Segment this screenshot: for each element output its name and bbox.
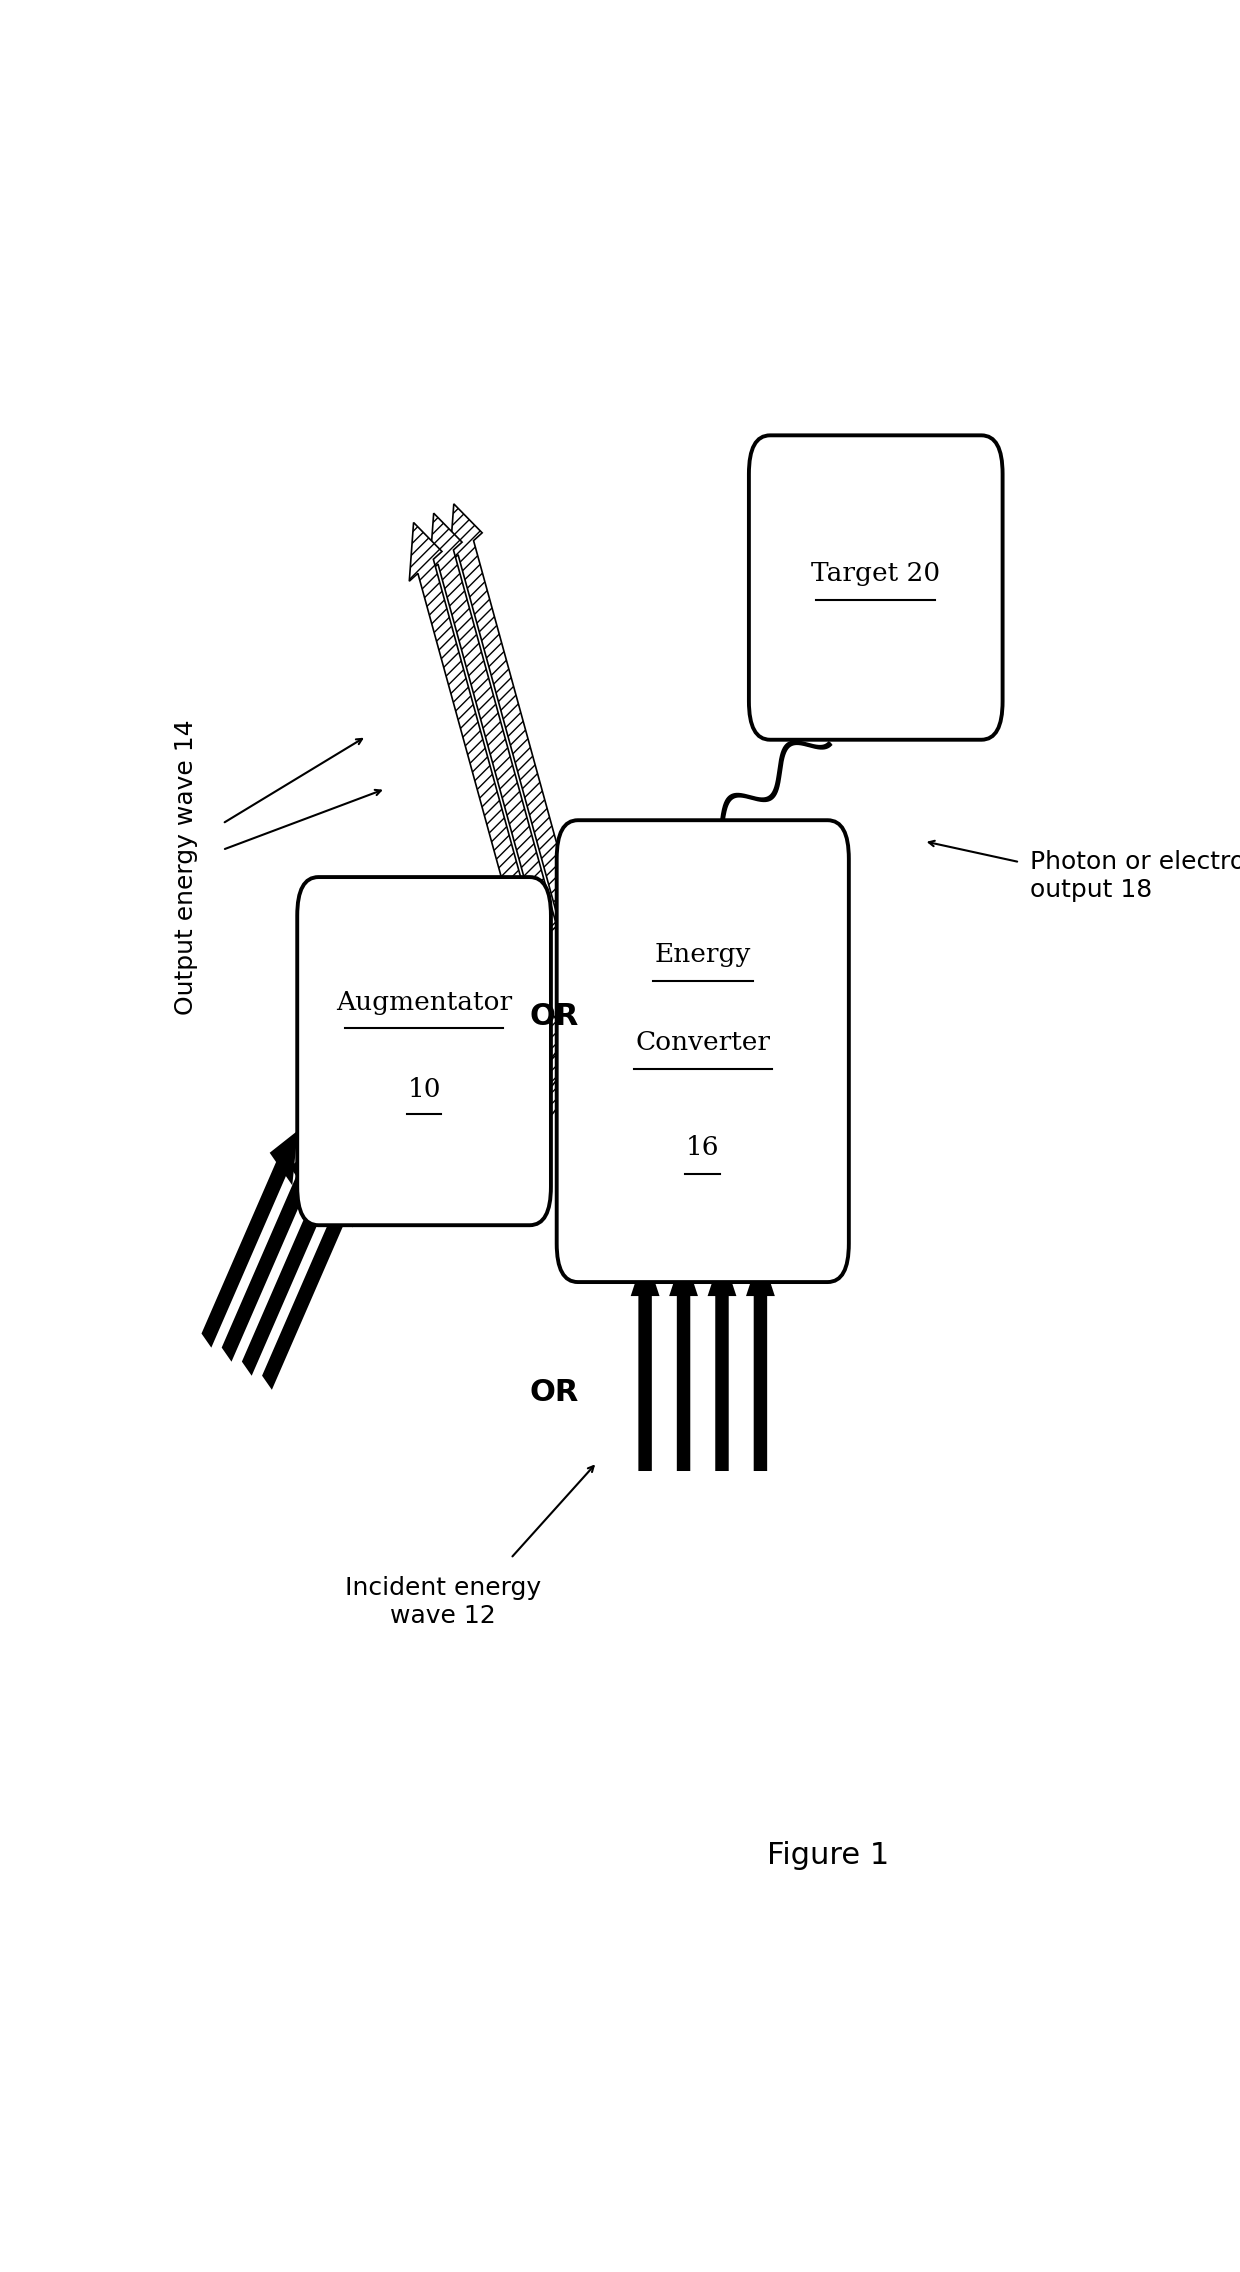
FancyArrow shape [708,1252,737,1470]
Text: Energy: Energy [655,943,751,968]
FancyArrow shape [222,1145,317,1361]
FancyArrow shape [631,1252,660,1470]
FancyArrow shape [534,1027,573,1093]
Text: OR: OR [529,1002,579,1031]
FancyBboxPatch shape [557,820,849,1281]
Text: Incident energy
wave 12: Incident energy wave 12 [345,1577,542,1629]
FancyBboxPatch shape [298,877,551,1225]
FancyArrow shape [242,1159,339,1377]
FancyArrow shape [449,504,577,932]
FancyArrow shape [429,513,557,941]
Text: Output energy wave 14: Output energy wave 14 [174,720,197,1016]
Text: Augmentator: Augmentator [336,991,512,1016]
FancyArrow shape [201,1131,298,1347]
FancyArrow shape [409,523,537,950]
FancyArrow shape [262,1172,358,1390]
Text: 10: 10 [407,1077,441,1102]
Text: Target 20: Target 20 [811,561,940,586]
FancyArrow shape [746,1252,775,1470]
Text: OR: OR [529,1377,579,1406]
FancyArrow shape [538,1052,577,1118]
FancyArrow shape [531,1002,569,1068]
FancyArrow shape [670,1252,698,1470]
Text: Photon or electron
output 18: Photon or electron output 18 [1029,850,1240,902]
Text: 16: 16 [686,1134,719,1161]
FancyBboxPatch shape [749,436,1003,741]
Text: Converter: Converter [635,1029,770,1054]
Text: Figure 1: Figure 1 [766,1840,889,1870]
